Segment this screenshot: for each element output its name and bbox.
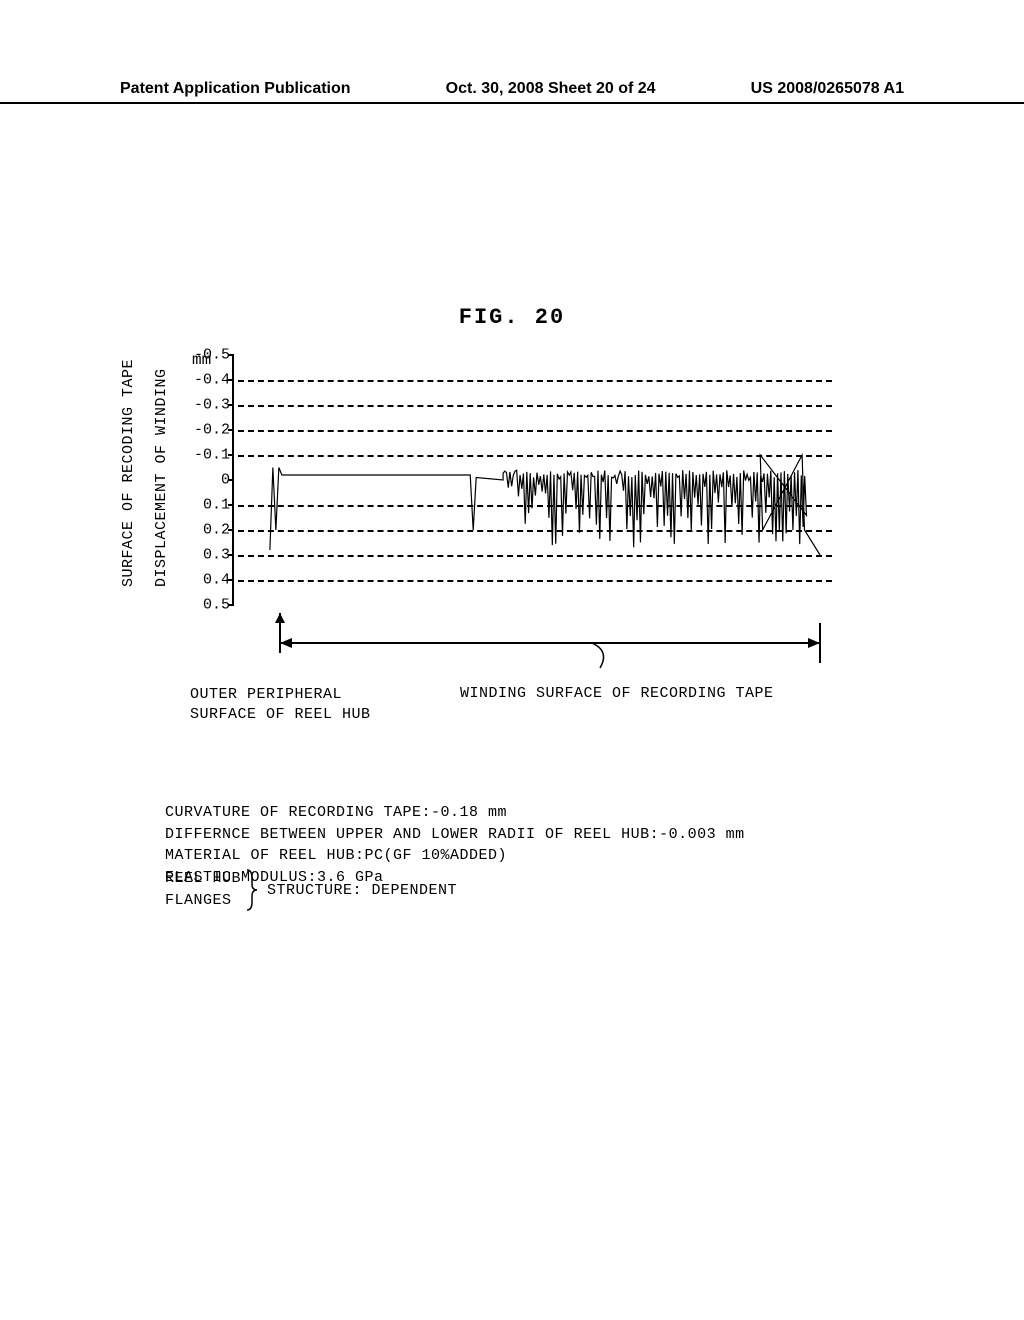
trace-line	[234, 355, 832, 605]
y-tick-mark	[228, 479, 234, 481]
y-tick-label: 0.4	[174, 572, 230, 589]
y-ticks: -0.5-0.4-0.3-0.2-0.100.10.20.30.40.5	[174, 355, 230, 605]
y-tick-label: -0.5	[174, 347, 230, 364]
gridline	[238, 430, 832, 432]
y-tick-mark	[228, 429, 234, 431]
structure-brace-group: REEL HUB FLANGES STRUCTURE: DEPENDENT	[165, 868, 457, 912]
y-tick-label: 0	[174, 472, 230, 489]
x-axis-labels: OUTER PERIPHERAL SURFACE OF REEL HUB WIN…	[190, 685, 890, 724]
y-tick-mark	[228, 404, 234, 406]
y-tick-label: -0.4	[174, 372, 230, 389]
y-axis-label-line2: SURFACE OF RECODING TAPE	[120, 359, 137, 587]
gridline	[238, 555, 832, 557]
y-tick-label: -0.1	[174, 447, 230, 464]
y-tick-mark	[228, 529, 234, 531]
y-tick-label: 0.3	[174, 547, 230, 564]
y-tick-mark	[228, 379, 234, 381]
x-label-hub: OUTER PERIPHERAL SURFACE OF REEL HUB	[190, 685, 420, 724]
header-right: US 2008/0265078 A1	[751, 80, 904, 98]
gridline	[238, 380, 832, 382]
header-center: Oct. 30, 2008 Sheet 20 of 24	[446, 80, 656, 98]
y-tick-mark	[228, 354, 234, 356]
plot-area: -0.5-0.4-0.3-0.2-0.100.10.20.30.40.5	[232, 355, 832, 605]
note-material: MATERIAL OF REEL HUB:PC(GF 10%ADDED)	[165, 847, 507, 864]
y-tick-label: 0.5	[174, 597, 230, 614]
chart: mm SURFACE OF RECODING TAPE DISPLACEMENT…	[120, 355, 910, 605]
y-tick-label: -0.3	[174, 397, 230, 414]
y-tick-mark	[228, 504, 234, 506]
y-tick-label: -0.2	[174, 422, 230, 439]
y-tick-mark	[228, 554, 234, 556]
gridline	[238, 580, 832, 582]
gridline	[238, 505, 832, 507]
x-label-winding: WINDING SURFACE OF RECORDING TAPE	[460, 685, 890, 724]
y-tick-mark	[228, 579, 234, 581]
y-tick-mark	[228, 604, 234, 606]
brace-flanges: FLANGES	[165, 892, 232, 909]
note-curvature: CURVATURE OF RECORDING TAPE:-0.18 mm	[165, 804, 507, 821]
gridline	[238, 455, 832, 457]
gridline	[238, 405, 832, 407]
header-left: Patent Application Publication	[120, 80, 351, 98]
y-tick-mark	[228, 454, 234, 456]
x-axis-indicator	[232, 613, 832, 683]
curly-brace-icon	[245, 868, 259, 912]
brace-structure-label: STRUCTURE: DEPENDENT	[263, 882, 457, 899]
y-tick-label: 0.2	[174, 522, 230, 539]
brace-left-labels: REEL HUB FLANGES	[165, 868, 241, 912]
brace-reel-hub: REEL HUB	[165, 870, 241, 887]
figure-title: FIG. 20	[0, 305, 1024, 330]
page-header: Patent Application Publication Oct. 30, …	[0, 80, 1024, 104]
y-axis-label-line1: DISPLACEMENT OF WINDING	[153, 368, 170, 587]
gridline	[238, 530, 832, 532]
y-tick-label: 0.1	[174, 497, 230, 514]
note-radii-diff: DIFFERNCE BETWEEN UPPER AND LOWER RADII …	[165, 826, 745, 843]
